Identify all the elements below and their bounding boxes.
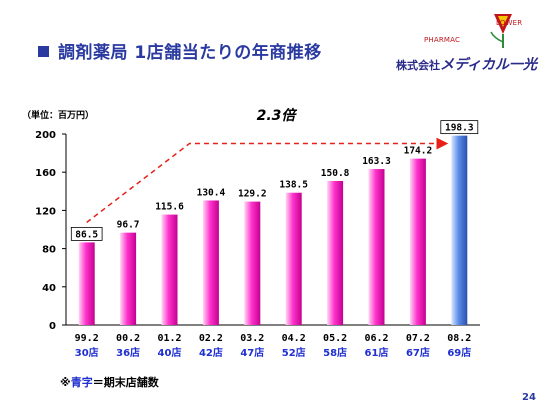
pharmacy-flower-logo-icon bbox=[490, 14, 512, 48]
y-tick-label: 120 bbox=[35, 206, 56, 217]
x-tick-label: 06.2 bbox=[364, 333, 388, 344]
data-label: 129.2 bbox=[238, 189, 267, 200]
store-count-label: 69店 bbox=[447, 346, 471, 359]
y-tick-label: 160 bbox=[35, 168, 56, 179]
data-label: 130.4 bbox=[197, 187, 226, 198]
bar bbox=[451, 135, 468, 325]
store-count-label: 40店 bbox=[158, 346, 182, 359]
growth-arrow bbox=[86, 137, 449, 223]
y-tick-label: 0 bbox=[49, 321, 56, 332]
x-tick-label: 07.2 bbox=[406, 333, 430, 344]
store-count-label: 47店 bbox=[240, 346, 264, 359]
x-tick-label: 03.2 bbox=[240, 333, 264, 344]
footnote-rest-text: ＝期末店舗数 bbox=[92, 376, 159, 389]
x-tick-label: 01.2 bbox=[157, 333, 181, 344]
bar bbox=[409, 158, 426, 325]
data-label: 174.2 bbox=[404, 146, 433, 157]
bar bbox=[285, 192, 302, 325]
data-label: 86.5 bbox=[75, 229, 98, 240]
company-logo: PHARMAC LOWER 株式会社メディカル一光 bbox=[388, 8, 558, 74]
logo-lower-text: LOWER bbox=[496, 19, 523, 27]
y-tick-label: 40 bbox=[42, 283, 56, 294]
unit-label: （単位：百万円） bbox=[22, 109, 94, 121]
bar bbox=[368, 169, 385, 325]
data-label-box bbox=[440, 120, 479, 135]
store-count-label: 42店 bbox=[199, 346, 223, 359]
data-label: 150.8 bbox=[321, 168, 350, 179]
growth-annotation: 2.3倍 bbox=[257, 107, 298, 124]
bar bbox=[78, 242, 95, 325]
y-tick-label: 200 bbox=[35, 130, 56, 141]
x-tick-label: 99.2 bbox=[75, 333, 99, 344]
bar bbox=[120, 232, 137, 325]
store-count-label: 61店 bbox=[365, 346, 389, 359]
page-title: 調剤薬局 1店舗当たりの年商推移 bbox=[58, 43, 322, 63]
company-prefix: 株式会社 bbox=[396, 59, 440, 72]
data-label: 198.3 bbox=[445, 123, 474, 134]
x-tick-label: 05.2 bbox=[323, 333, 347, 344]
data-label-box bbox=[70, 226, 103, 241]
store-count-label: 67店 bbox=[406, 346, 430, 359]
x-tick-label: 04.2 bbox=[282, 333, 306, 344]
store-count-label: 52店 bbox=[282, 346, 306, 359]
x-tick-label: 02.2 bbox=[199, 333, 223, 344]
logo-pharmac-text: PHARMAC bbox=[424, 36, 461, 44]
bar bbox=[244, 201, 261, 325]
title-bullet-icon bbox=[38, 46, 49, 57]
bar bbox=[161, 214, 178, 325]
y-tick-label: 80 bbox=[42, 245, 56, 256]
footnote-blue-text: 青字 bbox=[70, 376, 93, 389]
company-name: 株式会社メディカル一光 bbox=[396, 54, 537, 74]
x-tick-label: 00.2 bbox=[116, 333, 140, 344]
page-number: 24 bbox=[522, 392, 536, 403]
footnote: ※青字＝期末店舗数 bbox=[60, 374, 159, 390]
data-label: 96.7 bbox=[117, 220, 140, 231]
bar bbox=[202, 200, 219, 325]
footnote-mark: ※ bbox=[60, 376, 71, 389]
company-brand: メディカル一光 bbox=[440, 57, 538, 73]
data-label: 138.5 bbox=[279, 180, 308, 191]
data-label: 115.6 bbox=[155, 202, 184, 213]
x-tick-label: 08.2 bbox=[447, 333, 471, 344]
data-label: 163.3 bbox=[362, 156, 391, 167]
store-count-label: 36店 bbox=[116, 346, 140, 359]
store-count-label: 58店 bbox=[323, 346, 347, 359]
store-count-label: 30店 bbox=[75, 346, 99, 359]
bar bbox=[327, 180, 344, 325]
